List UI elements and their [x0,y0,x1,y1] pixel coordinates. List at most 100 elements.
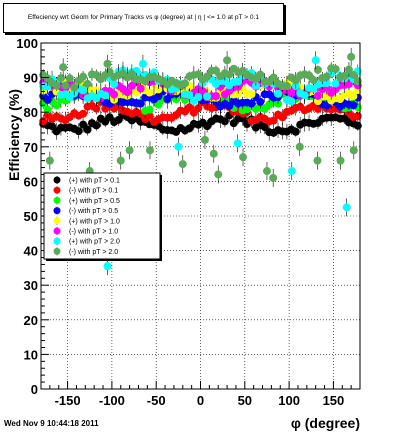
data-point [92,104,101,113]
data-point [256,70,265,79]
data-point [331,65,340,74]
legend-entry: (+) with pT > 2.0 [69,239,120,246]
data-point [110,90,119,99]
data-point [43,95,52,104]
outlier-point [223,56,232,65]
data-point [291,127,300,136]
outlier-point [313,156,322,165]
outlier-point [103,59,112,68]
data-point [83,125,92,134]
data-point [212,92,221,101]
legend-marker [53,217,61,225]
legend-entry: (-) with pT > 0.1 [69,188,118,195]
data-point [43,105,52,114]
legend-entry: (-) with pT > 2.0 [69,249,118,256]
data-point [194,93,203,102]
data-point [225,102,234,111]
outlier-point [59,63,68,72]
data-point [349,92,358,101]
legend-marker [53,186,61,194]
data-point [274,89,283,98]
outlier-point [145,146,154,155]
outlier-point [116,156,125,165]
outlier-point [125,146,134,155]
data-point [198,87,207,96]
legend: (+) with pT > 0.1 (-) with pT > 0.1 (+) wi… [43,172,162,261]
data-point [203,72,212,81]
x-tick-label: 50 [238,393,252,408]
legend-marker [53,237,61,245]
data-point [65,74,74,83]
timestamp-footer: Wed Nov 9 10:44:18 2011 [4,419,99,428]
y-tick-label: 80 [24,105,38,120]
legend-marker [53,196,61,204]
data-point [52,101,61,110]
data-point [313,65,322,74]
data-point [74,127,83,136]
outlier-point [233,139,242,148]
data-point [234,77,243,86]
data-points [39,47,362,276]
data-point [349,101,358,110]
outlier-point [342,203,351,212]
y-tick-label: 40 [24,244,38,259]
data-point [70,83,79,92]
data-point [340,71,349,80]
outlier-point [209,149,218,158]
data-point [79,86,88,95]
legend-marker [53,247,61,255]
outlier-point [239,153,248,162]
outlier-point [45,156,54,165]
data-point [278,113,287,122]
y-tick-label: 20 [24,313,38,328]
data-point [110,79,119,88]
y-tick-label: 70 [24,140,38,155]
data-point [145,88,154,97]
outlier-point [214,170,223,179]
data-point [145,105,154,114]
x-tick-label: -50 [147,393,166,408]
data-point [92,121,101,130]
data-point [344,65,353,74]
y-tick-label: 0 [31,382,38,397]
legend-entry: (-) with pT > 0.5 [69,208,118,215]
outlier-point [311,56,320,65]
data-point [79,72,88,81]
outlier-point [200,135,209,144]
legend-entry: (+) with pT > 0.5 [69,198,120,205]
outlier-point [174,142,183,151]
data-point [203,92,212,101]
data-point [154,85,163,94]
legend-entry: (-) with pT > 1.0 [69,229,118,236]
data-point [194,104,203,113]
data-point [269,116,278,125]
data-point [185,91,194,100]
data-point [282,82,291,91]
legend-entry: (+) with pT > 0.1 [69,178,120,185]
data-point [247,90,256,99]
data-point [123,88,132,97]
data-point [83,79,92,88]
data-point [225,70,234,79]
x-axis-label: φ (degree) [291,415,360,431]
y-axis-label: Efficiency (%) [6,89,22,181]
data-point [251,81,260,90]
outlier-point [262,167,271,176]
axis-ticks: -150 -100 -50 0 50 100 150 0 10 20 30 40 50 60 70 80 90 1… [16,36,361,408]
y-tick-label: 10 [24,347,38,362]
data-point [287,97,296,106]
y-tick-label: 30 [24,278,38,293]
outlier-point [138,59,147,68]
data-point [287,89,296,98]
chart-title: Effeciency wrt Geom for Primary Tracks v… [27,14,260,21]
data-point [313,91,322,100]
data-point [220,117,229,126]
outlier-point [347,52,356,61]
legend-marker [53,207,61,215]
data-point [247,99,256,108]
data-point [52,81,61,90]
legend-box [43,172,161,260]
data-point [101,91,110,100]
x-tick-label: 150 [323,393,345,408]
outlier-point [336,156,345,165]
